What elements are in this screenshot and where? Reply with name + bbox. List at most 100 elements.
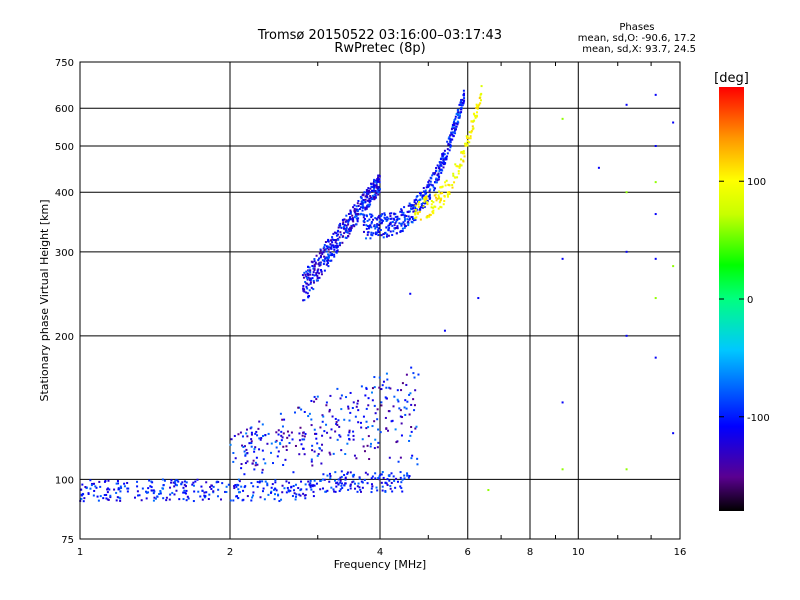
echo-point <box>347 228 350 231</box>
echo-point <box>321 443 324 446</box>
echo-point <box>476 106 479 109</box>
echo-point <box>442 203 445 206</box>
echo-point <box>362 193 365 196</box>
echo-point <box>309 486 312 489</box>
echo-point <box>119 499 122 502</box>
echo-point <box>250 431 253 434</box>
echo-point <box>413 201 416 204</box>
echo-point <box>369 187 372 190</box>
echo-point <box>367 404 370 407</box>
echo-point <box>423 200 426 203</box>
echo-point <box>298 493 301 496</box>
echo-point <box>358 477 361 480</box>
echo-point <box>363 219 366 222</box>
echo-point <box>315 482 318 485</box>
echo-point <box>311 264 314 267</box>
echo-point <box>375 225 378 228</box>
echo-point <box>412 210 415 213</box>
echo-point <box>336 238 339 241</box>
echo-point <box>353 207 356 210</box>
echo-point <box>294 495 297 498</box>
echo-point <box>406 474 409 477</box>
echo-point <box>326 247 329 250</box>
echo-point <box>372 196 375 199</box>
echo-point <box>301 274 304 277</box>
echo-point <box>271 483 274 486</box>
echo-point <box>436 164 439 167</box>
echo-point <box>221 482 224 485</box>
echo-point <box>340 482 343 485</box>
echo-point <box>369 445 372 448</box>
echo-point <box>413 376 416 379</box>
echo-point <box>232 451 235 454</box>
echo-point <box>458 114 461 117</box>
echo-point <box>175 484 178 487</box>
echo-point <box>365 387 368 390</box>
echo-point <box>374 179 377 182</box>
echo-point <box>410 426 413 429</box>
echo-point <box>414 208 417 211</box>
echo-point <box>399 471 402 474</box>
echo-point <box>455 125 458 128</box>
echo-point <box>476 111 479 114</box>
phases-box: Phases mean, sd,O: -90.6, 17.2 mean, sd,… <box>578 22 696 55</box>
echo-point <box>233 487 236 490</box>
echo-point <box>267 493 270 496</box>
echo-point <box>401 490 404 493</box>
echo-point <box>377 191 380 194</box>
echo-point <box>414 207 417 210</box>
echo-point <box>248 442 251 445</box>
echo-point <box>446 148 449 151</box>
echo-point <box>253 448 256 451</box>
echo-point <box>371 234 374 237</box>
echo-point <box>310 488 313 491</box>
echo-point <box>344 482 347 485</box>
echo-point <box>377 227 380 230</box>
echo-point <box>359 203 362 206</box>
x-axis-label: Frequency [MHz] <box>334 558 426 571</box>
echo-point <box>339 476 342 479</box>
echo-point <box>329 254 332 257</box>
echo-point <box>279 412 282 415</box>
echo-point <box>250 499 253 502</box>
echo-point <box>338 434 341 437</box>
echo-point <box>413 409 416 412</box>
echo-point <box>410 430 413 433</box>
echo-point <box>409 392 412 395</box>
echo-point <box>348 216 351 219</box>
echo-point <box>444 181 447 184</box>
echo-point <box>250 426 253 429</box>
echo-point <box>83 497 86 500</box>
echo-point <box>244 453 247 456</box>
echo-point <box>355 208 358 211</box>
echo-point <box>370 231 373 234</box>
echo-point <box>357 399 360 402</box>
echo-point <box>346 442 349 445</box>
echo-point <box>371 387 374 390</box>
echo-point <box>354 487 357 490</box>
echo-point <box>340 449 343 452</box>
echo-point <box>374 217 377 220</box>
echo-point <box>237 488 240 491</box>
echo-point <box>344 476 347 479</box>
echo-point <box>282 432 285 435</box>
y-tick-label: 400 <box>55 188 74 199</box>
x-tick-label: 10 <box>572 547 585 558</box>
echo-point <box>380 401 383 404</box>
echo-point <box>439 198 442 201</box>
echo-point <box>672 265 675 268</box>
echo-point <box>444 184 447 187</box>
echo-point <box>468 141 471 144</box>
echo-point <box>175 489 178 492</box>
echo-point <box>429 188 432 191</box>
echo-point <box>327 265 330 268</box>
echo-point <box>152 489 155 492</box>
echo-point <box>453 181 456 184</box>
echo-point <box>441 153 444 156</box>
echo-point <box>447 137 450 140</box>
echo-point <box>329 475 332 478</box>
echo-point <box>306 292 309 295</box>
echo-point <box>447 183 450 186</box>
echo-point <box>371 194 374 197</box>
echo-point <box>359 421 362 424</box>
